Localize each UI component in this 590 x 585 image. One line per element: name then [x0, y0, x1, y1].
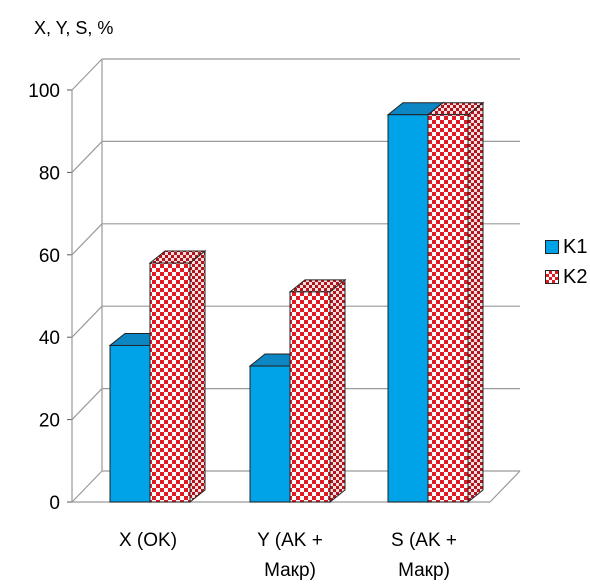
y-tick-label-80: 80 — [39, 163, 60, 184]
bar-k2-0-side — [189, 249, 206, 504]
gridline-side-20 — [71, 388, 103, 421]
y-axis-label: X, Y, S, % — [34, 18, 114, 38]
floor-edge — [489, 470, 521, 503]
gridline-side-100 — [71, 58, 103, 91]
y-tick-label-20: 20 — [39, 411, 60, 432]
gridline-side-0 — [71, 470, 103, 503]
bar-k1-0 — [109, 344, 151, 503]
legend: K1 K2 — [545, 232, 587, 292]
axis-labels: 0 20 40 60 80 100 X (OK) Y (AK + Макр) S (AK + Мак… — [28, 81, 457, 581]
y-tick-label-60: 60 — [39, 246, 60, 267]
legend-swatch-k1 — [545, 240, 559, 254]
x-tick-label-2: S (AK + Макр) — [391, 530, 457, 581]
gridline-side-80 — [71, 140, 103, 173]
bar-k2-2-side — [467, 101, 484, 504]
x-tick-label-0: X (OK) — [119, 530, 177, 551]
bars — [108, 101, 485, 504]
y-tick-label-40: 40 — [39, 328, 60, 349]
legend-item-k1: K1 — [545, 232, 587, 262]
bar-k1-1 — [249, 365, 291, 503]
legend-swatch-k2 — [545, 270, 559, 284]
bar-k2-1 — [289, 291, 331, 503]
gridline-side-60 — [71, 223, 103, 256]
legend-label-k2: K2 — [563, 265, 588, 288]
bar-k2-2 — [427, 114, 469, 503]
bar-k1-2 — [387, 114, 429, 503]
legend-item-k2: K2 — [545, 262, 587, 292]
x-tick-label-1: Y (AK + Макр) — [257, 530, 323, 581]
y-tick-label-0: 0 — [49, 493, 60, 514]
y-tick-label-100: 100 — [28, 81, 60, 102]
gridline-side-40 — [71, 305, 103, 338]
legend-label-k1: K1 — [563, 235, 588, 258]
bar-k2-0 — [149, 262, 191, 503]
bar-k2-1-side — [329, 278, 346, 504]
